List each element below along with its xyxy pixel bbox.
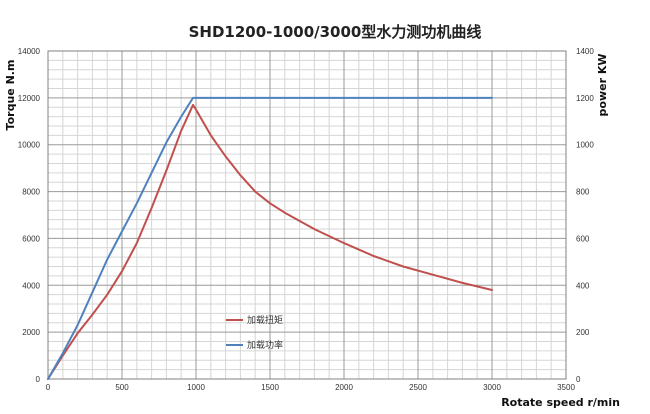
x-tick-label: 2000	[335, 383, 353, 392]
y-left-tick-label: 6000	[22, 234, 40, 243]
y-right-tick-label: 200	[576, 328, 590, 337]
y-left-axis-ticks: 0 2000 4000 6000 8000 10000 12000 14000	[18, 47, 41, 384]
y-right-tick-label: 800	[576, 188, 590, 197]
y-left-tick-label: 12000	[18, 94, 41, 103]
x-tick-label: 500	[115, 383, 129, 392]
chart-title: SHD1200-1000/3000型水力测功机曲线	[189, 23, 482, 41]
y-left-tick-label: 0	[36, 375, 41, 384]
grid-major	[47, 50, 567, 380]
x-tick-label: 1000	[187, 383, 205, 392]
plot-frame	[47, 50, 567, 380]
series-line-power	[47, 96, 493, 380]
y-right-axis-label: power KW	[596, 54, 609, 117]
x-tick-label: 3000	[483, 383, 501, 392]
y-right-tick-label: 0	[576, 375, 581, 384]
y-left-tick-label: 14000	[18, 47, 41, 56]
y-right-tick-label: 600	[576, 234, 590, 243]
y-left-axis-label: Torque N.m	[4, 60, 17, 131]
series-layer	[47, 96, 493, 380]
x-tick-label: 1500	[261, 383, 279, 392]
y-right-tick-label: 1000	[576, 141, 594, 150]
x-tick-label: 0	[46, 383, 51, 392]
legend-label: 加载扭矩	[247, 314, 283, 326]
x-axis-label: Rotate speed r/min	[501, 396, 620, 409]
y-right-tick-label: 400	[576, 281, 590, 290]
grid-minor	[48, 51, 566, 379]
x-tick-label: 3500	[557, 383, 575, 392]
y-left-tick-label: 8000	[22, 188, 40, 197]
y-left-tick-label: 10000	[18, 141, 41, 150]
y-left-tick-label: 2000	[22, 328, 40, 337]
x-tick-label: 2500	[409, 383, 427, 392]
y-left-tick-label: 4000	[22, 281, 40, 290]
legend-label: 加载功率	[247, 339, 283, 351]
y-right-tick-label: 1400	[576, 47, 594, 56]
x-axis-ticks: 0 500 1000 1500 2000 2500 3000 3500	[46, 383, 576, 392]
y-right-axis-ticks: 0 200 400 600 800 1000 1200 1400	[576, 47, 594, 384]
series-line-torque	[47, 103, 493, 380]
y-right-tick-label: 1200	[576, 94, 594, 103]
